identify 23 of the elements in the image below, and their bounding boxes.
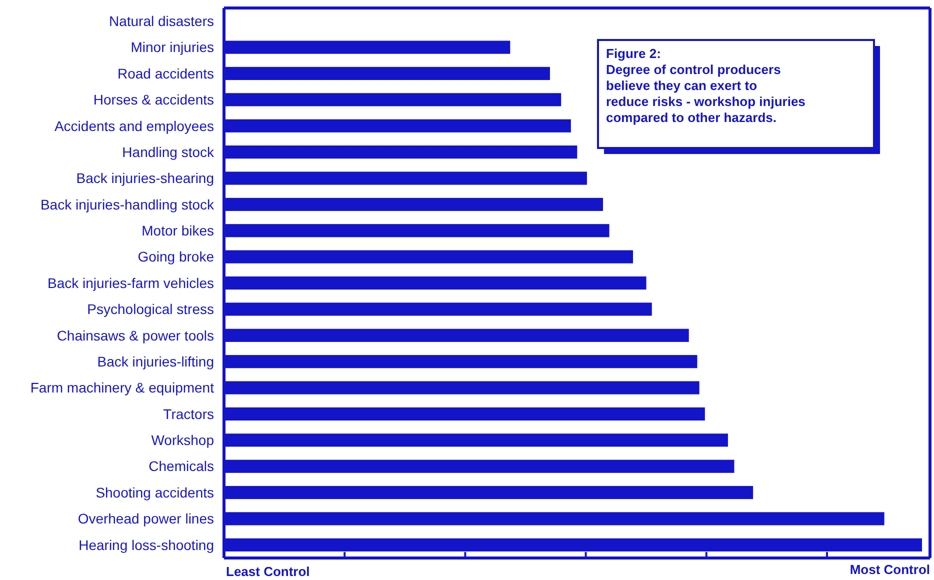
y-tick-label: Hearing loss-shooting (78, 536, 214, 553)
text: Most Control (850, 562, 930, 577)
y-tick-label: Back injuries-farm vehicles (48, 274, 214, 291)
y-tick-label: Horses & accidents (93, 92, 214, 108)
y-tick-label: Shooting accidents (96, 484, 214, 500)
y-tick-label: Handling stock (122, 144, 215, 160)
y-tick-label: Chemicals (148, 458, 214, 474)
y-tick-label: Back injuries-shearing (76, 170, 214, 186)
y-tick-label: Tractors (163, 406, 214, 422)
y-tick-label: Back injuries-handling stock (40, 196, 215, 212)
y-tick-label: Overhead power lines (78, 510, 214, 527)
y-tick-label: Farm machinery & equipment (30, 380, 214, 396)
y-tick-label: Road accidents (117, 65, 214, 82)
y-tick-label: Minor injuries (130, 39, 214, 56)
y-tick-label: Workshop (151, 432, 214, 448)
y-tick-label: Motor bikes (142, 222, 214, 239)
text: Least Control (226, 564, 310, 579)
y-tick-label: Accidents and employees (54, 118, 214, 134)
y-tick-label: Chainsaws & power tools (56, 327, 214, 344)
y-tick-label: Psychological stress (87, 301, 214, 318)
y-tick-label: Back injuries-lifting (97, 353, 214, 370)
y-tick-label: Natural disasters (108, 12, 214, 29)
y-tick-label: Going broke (138, 248, 214, 265)
